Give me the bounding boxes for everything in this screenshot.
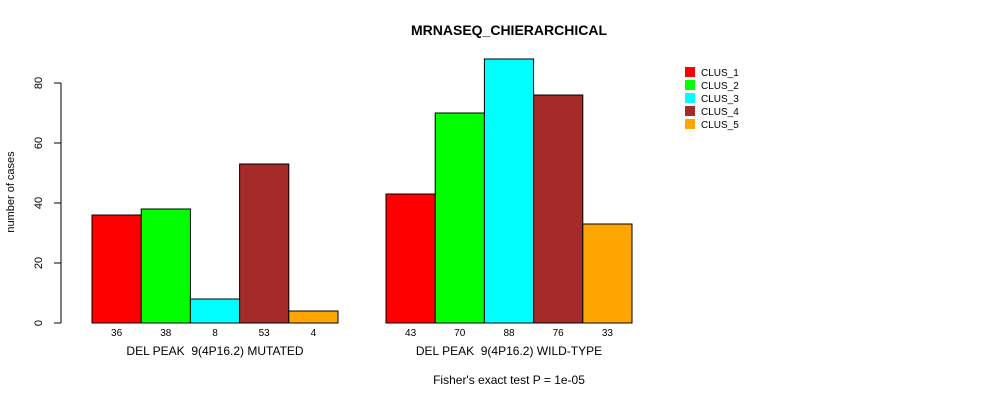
legend-swatch	[685, 106, 695, 116]
bar-value-label: 33	[602, 328, 614, 339]
group-label: DEL PEAK 9(4P16.2) MUTATED	[126, 344, 303, 358]
bar-value-label: 4	[311, 328, 317, 339]
bar-value-label: 53	[259, 328, 271, 339]
legend-swatch	[685, 67, 695, 77]
bar-value-label: 36	[111, 328, 123, 339]
bar-value-label: 38	[160, 328, 172, 339]
bar-clus-1-group-1	[91, 214, 142, 324]
y-tick-label: 0	[33, 320, 45, 326]
legend-swatch	[685, 80, 695, 90]
y-tick-label: 40	[33, 197, 45, 209]
bar-clus-3-group-2	[483, 58, 535, 324]
bar-value-label: 76	[553, 328, 565, 339]
y-axis-label: number of cases	[5, 151, 17, 233]
legend-swatch	[685, 119, 695, 129]
bar-clus-2-group-2	[434, 112, 485, 324]
bar-value-label: 88	[503, 328, 515, 339]
bar-clus-5-group-1	[288, 310, 339, 324]
bar-value-label: 8	[212, 328, 218, 339]
legend-label: CLUS_5	[701, 120, 739, 131]
bar-value-label: 43	[405, 328, 417, 339]
legend-label: CLUS_2	[701, 81, 739, 92]
y-tick-label: 60	[33, 137, 45, 149]
legend-label: CLUS_3	[701, 94, 739, 105]
legend-swatch	[685, 93, 695, 103]
bar-clus-5-group-2	[582, 223, 633, 324]
bar-clus-1-group-2	[385, 193, 436, 324]
bar-clus-4-group-1	[239, 163, 290, 324]
footnote: Fisher's exact test P = 1e-05	[433, 373, 585, 387]
y-tick-label: 80	[33, 77, 45, 89]
y-tick-label: 20	[33, 257, 45, 269]
group-label: DEL PEAK 9(4P16.2) WILD-TYPE	[416, 344, 602, 358]
legend-label: CLUS_4	[701, 107, 739, 118]
bar-clus-4-group-2	[533, 94, 584, 324]
bar-value-label: 70	[454, 328, 466, 339]
bar-clus-3-group-1	[189, 298, 241, 324]
bar-clus-2-group-1	[140, 208, 191, 324]
chart-title: MRNASEQ_CHIERARCHICAL	[411, 22, 607, 38]
legend-label: CLUS_1	[701, 68, 739, 79]
